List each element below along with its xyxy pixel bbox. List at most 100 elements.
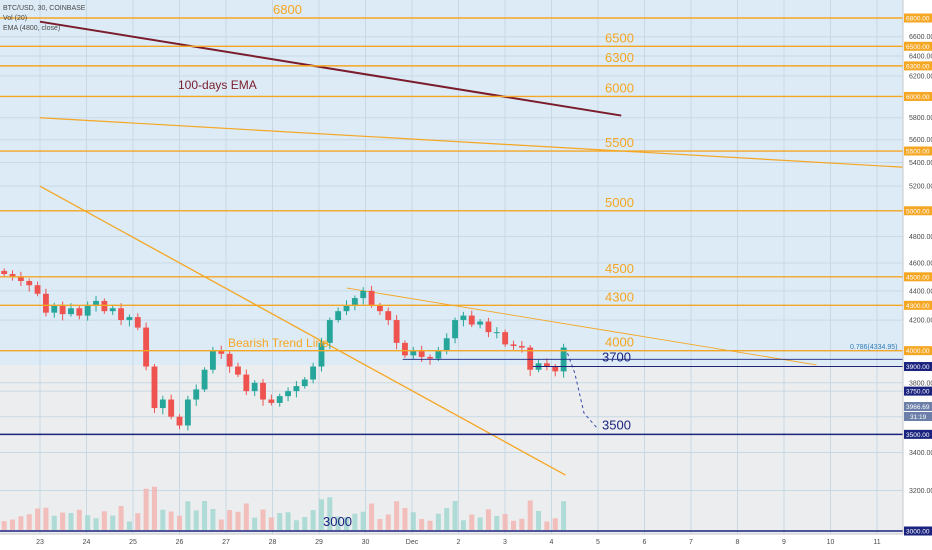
price-tick-label: 6200.00 [909,73,932,80]
volume-bar [452,501,458,530]
candle-body [543,363,550,367]
legend-ema: EMA (4800, close) [3,25,60,32]
volume-bar [151,486,157,530]
candle-body [527,347,534,370]
candle-body [376,305,383,312]
candle-body [184,399,191,426]
candle-body [477,321,484,325]
candle-body [443,338,450,351]
time-tick-label: 25 [129,539,137,546]
price-tick-label: 6400.00 [909,54,932,61]
time-tick-label: 2 [457,539,461,546]
volume-bar [1,521,7,530]
price-tick-label: 3200.00 [909,488,932,495]
extra-badge-text: 3750.00 [906,389,930,396]
price-tick-label: 4200.00 [909,318,932,325]
level-badge-text: 4500.00 [906,274,930,281]
volume-bar [76,509,82,530]
level-badge [904,13,932,23]
volume-bar [293,520,299,530]
candle-body [318,342,325,367]
candle-body [393,320,400,343]
candle-body [34,285,41,294]
candle-body [243,374,250,392]
volume-bar [335,516,341,530]
volume-bar [494,516,500,530]
candle-body [1,270,8,275]
candle-body [218,350,225,354]
candle-body [410,350,417,356]
volume-bar [552,518,558,530]
time-tick-label: 23 [36,539,44,546]
volume-bar [277,513,283,530]
candle-body [368,290,375,306]
time-tick-label: 7 [689,539,693,546]
price-badges: 6800.00 6500.00 6300.00 6000.00 5500.00 5000.… [904,13,932,536]
candle-body [9,274,16,277]
time-axis[interactable]: 23 24 25 26 27 28 29 30 Dec 2 3 4 5 6 7 8 9 10 11 [36,539,881,546]
volume-bar [185,501,191,530]
volume-bar [193,510,199,530]
candle-body [126,317,133,321]
volume-bar [93,518,99,530]
candle-body [493,332,500,334]
time-tick-label: 27 [222,539,230,546]
time-tick-label: 30 [362,539,370,546]
candle-body [193,389,200,400]
drawn-lines [39,20,924,476]
volume-bar [394,501,400,530]
level-badge-blue [904,362,932,372]
legend-symbol: BTC/USD, 30, COINBASE [3,5,86,12]
volume-bar [561,501,567,530]
level-label: 6800 [273,2,302,17]
candle-body [134,317,141,328]
level-badge [904,61,932,71]
volume-bar [177,515,183,530]
trend-label: Bearish Trend Line [228,336,329,350]
candle-body [385,311,392,321]
volume-bar [469,514,475,530]
volume-bar [385,514,391,530]
candle-body [226,353,233,367]
bearish-trend-line [39,185,566,476]
candle-body [301,379,308,387]
volume-bar [435,513,441,530]
candle-body [502,332,509,345]
price-tick-label: 5600.00 [909,137,932,144]
candle-body [452,320,458,339]
price-tick-label: 4600.00 [909,261,932,268]
volume-bar [235,511,241,530]
volume-bar [10,519,16,530]
level-badge-text: 3500.00 [906,432,930,439]
current-price: 3966.69 [906,404,930,411]
candle-body [335,311,342,321]
time-tick-label: 4 [550,539,554,546]
level-badge-text: 3000.00 [906,529,930,536]
candle-body [285,391,291,397]
candle-body [260,382,266,400]
volume-bar [527,500,533,530]
level-badge-text: 6800.00 [906,16,930,23]
projection-path [564,347,599,430]
candle-body [43,293,49,313]
volume-bar [243,503,249,530]
price-tick-label: 5400.00 [909,160,932,167]
volume-bar [26,514,32,530]
time-tick-label: 28 [269,539,277,546]
current-sub: 31:19 [910,414,927,421]
volume-bar [327,497,333,530]
volume-bar [51,515,57,530]
candle-body [17,276,24,282]
time-tick-label: 26 [176,539,184,546]
time-tick-label: 5 [596,539,600,546]
volume-bar [360,511,366,530]
candle-body [176,416,183,426]
volume-bar [143,488,149,530]
candle-body [326,320,333,343]
candle-body [293,386,300,392]
level-badge [904,346,932,356]
volume-bar [135,513,141,530]
upper-trend-line [346,287,817,366]
price-tick-label: 3800.00 [909,380,932,387]
